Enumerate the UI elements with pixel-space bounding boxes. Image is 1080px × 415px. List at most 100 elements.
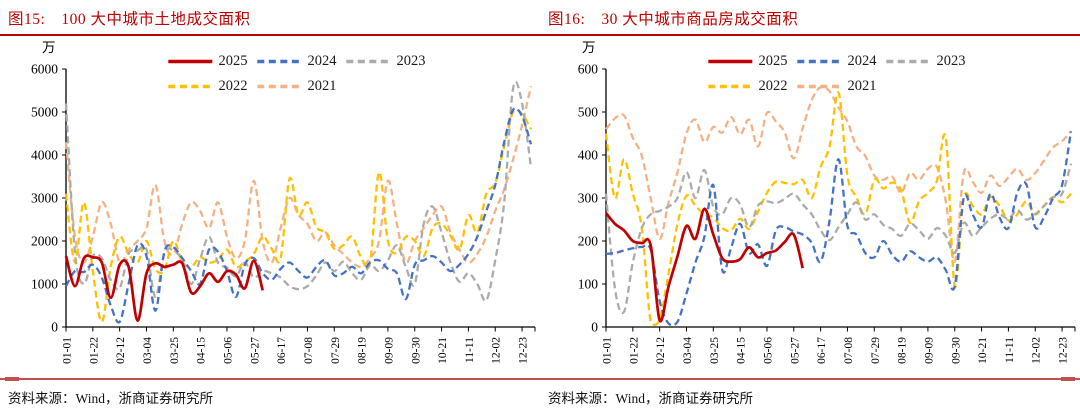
y-axis-tick-label: 500 [578,105,599,120]
x-axis-tick-label: 04-15 [736,337,748,364]
x-axis-tick-label: 01-22 [628,337,640,364]
series-line-2021 [64,85,533,269]
x-axis-tick-label: 01-01 [62,337,74,364]
x-axis-tick-label: 11-11 [1004,337,1016,363]
x-axis-tick-label: 03-25 [709,337,721,364]
x-axis-tick-label: 08-19 [897,337,909,364]
x-axis-tick-label: 08-19 [357,337,369,364]
x-axis-tick-label: 03-25 [169,337,181,364]
figure-16-label: 图16: [548,11,586,28]
legend-label-2024: 2024 [847,53,877,69]
legend-item-2022: 2022 [708,78,788,95]
series-line-2023 [604,163,1073,315]
line-chart-land-100-cities: 万 0 1000 2000 3000 4000 5000 6000 01-01 01-22 02-1… [31,40,536,364]
legend-label-2025: 2025 [758,53,788,69]
legend-label-2021: 2021 [847,78,877,94]
x-axis-tick-label: 05-06 [762,337,774,364]
legend-item-2023: 2023 [886,53,966,70]
series-line-2021 [605,85,1072,263]
y-axis-tick-label: 100 [578,277,599,292]
x-axis-tick-label: 06-17 [276,337,288,364]
y-axis-tick-label: 0 [591,320,598,335]
legend-line-sample [168,59,213,64]
x-axis-tick-label: 05-27 [249,337,261,364]
series-line-2025 [64,254,265,322]
series-line-2022 [604,91,1072,326]
legend-line-sample [257,59,302,64]
x-axis-tick-label: 04-15 [196,337,208,364]
legend-line-sample [346,59,391,64]
y-axis-unit: 万 [42,40,56,55]
y-axis-tick-label: 200 [578,234,599,249]
legend-item-2025: 2025 [708,53,788,70]
legend-item-2021: 2021 [797,78,877,95]
x-axis-tick-label: 06-17 [816,337,828,364]
y-axis-tick-label: 6000 [31,62,58,77]
x-axis-tick-label: 07-08 [303,337,315,364]
divider-rule [540,377,1080,381]
x-axis-tick-label: 09-09 [383,337,395,364]
series-line-2022 [64,108,533,323]
legend-label-2022: 2022 [218,78,248,94]
legend-line-sample [168,84,213,89]
y-axis-tick-label: 1000 [31,277,58,292]
x-axis-tick-label: 03-04 [682,337,694,364]
figure-16: 图16: 30 大中城市商品房成交面积 2025 2024 2023 2022 2021 … [540,0,1080,415]
y-axis-tick-label: 0 [51,320,58,335]
series-line-2024 [64,107,533,324]
legend-label-2022: 2022 [758,78,788,94]
legend-line-sample [708,84,753,89]
x-axis-tick-label: 10-21 [977,337,989,364]
x-axis-tick-label: 09-09 [923,337,935,364]
legend-line-sample [257,84,302,89]
legend-label-2021: 2021 [307,78,337,94]
x-axis-tick-label: 01-22 [88,337,100,364]
x-axis-tick-label: 07-08 [843,337,855,364]
figure-16-title-text: 30 大中城市商品房成交面积 [601,11,799,28]
legend-line-sample [797,84,842,89]
chart-legend: 2025 2024 2023 2022 2021 [708,53,966,95]
x-axis-tick-label: 11-11 [464,337,476,363]
y-axis-tick-label: 300 [578,191,599,206]
legend-item-2022: 2022 [168,78,248,95]
chart-area-housing-30-cities: 2025 2024 2023 2022 2021 万 0 100 200 300 400 500 60… [540,36,1080,378]
y-axis-tick-label: 600 [578,62,599,77]
x-axis-tick-label: 09-30 [410,337,422,364]
legend-item-2024: 2024 [257,53,337,70]
figure-16-title: 图16: 30 大中城市商品房成交面积 [540,0,1080,33]
legend-line-sample [886,59,931,64]
y-axis-tick-label: 3000 [31,191,58,206]
line-chart-housing-30-cities: 万 0 100 200 300 400 500 600 01-01 01-22 02-12 03-04… [578,40,1076,364]
source-note: 资料来源：Wind，浙商证券研究所 [8,391,213,406]
y-axis-tick-label: 4000 [31,148,58,163]
y-axis-tick-label: 400 [578,148,599,163]
legend-line-sample [797,59,842,64]
legend-item-2025: 2025 [168,53,248,70]
chart-area-land-100-cities: 2025 2024 2023 2022 2021 万 0 1000 2000 3000 4000 5… [0,36,540,378]
source-note: 资料来源：Wind，浙商证券研究所 [548,391,753,406]
legend-line-sample [708,59,753,64]
series-line-2024 [605,131,1073,327]
y-axis-tick-label: 5000 [31,105,58,120]
legend-label-2023: 2023 [936,53,966,69]
legend-item-2021: 2021 [257,78,337,95]
legend-label-2024: 2024 [307,53,337,69]
x-axis-tick-label: 07-29 [870,337,882,364]
x-axis-tick-label: 02-12 [115,337,127,364]
figure-15-title-text: 100 大中城市土地成交面积 [61,11,251,28]
rule-end-cap [5,377,19,381]
y-axis-tick-label: 2000 [31,234,58,249]
x-axis-tick-label: 01-01 [602,337,614,364]
title-underline [0,34,540,36]
y-axis-unit: 万 [582,40,596,55]
figure-15: 图15: 100 大中城市土地成交面积 2025 2024 2023 2022 2021 … [0,11,540,406]
divider-rule [0,377,540,381]
legend-label-2023: 2023 [396,53,426,69]
figure-15-label: 图15: [8,11,46,28]
title-underline [540,34,1080,36]
series-line-2025 [604,207,805,323]
legend-label-2025: 2025 [218,53,248,69]
x-axis-tick-label: 09-30 [950,337,962,364]
x-axis-tick-label: 12-02 [491,337,503,364]
